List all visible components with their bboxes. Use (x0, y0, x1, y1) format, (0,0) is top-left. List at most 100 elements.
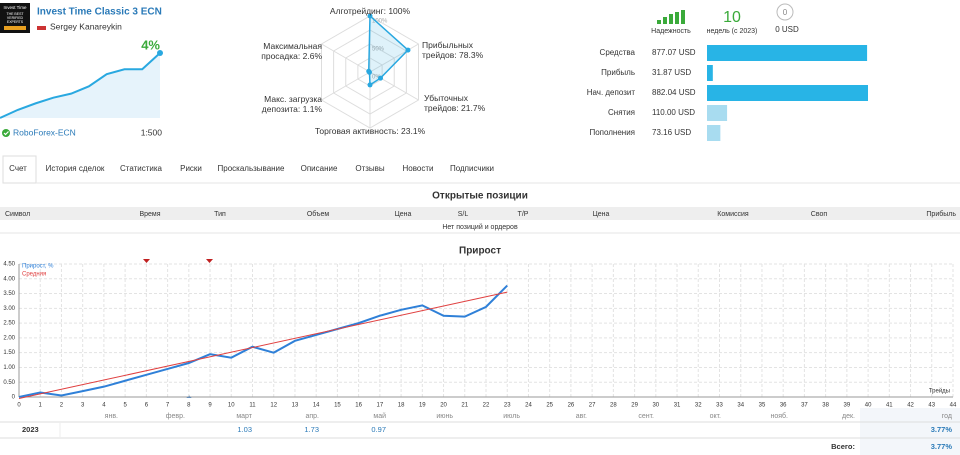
radar-point (366, 68, 372, 74)
x-tick-label: 0 (17, 403, 21, 409)
column-header: T/P (518, 211, 529, 218)
radar-spoke (369, 43, 419, 73)
column-header: Символ (5, 211, 30, 218)
x-tick-label: 24 (525, 403, 532, 409)
radar-axis-name: Максимальная просадка: (261, 41, 322, 61)
logo-stars (4, 26, 26, 30)
radar-point (367, 82, 373, 88)
tab[interactable]: Статистика (120, 164, 163, 173)
column-header: Цена (593, 211, 610, 218)
x-tick-label: 25 (546, 403, 553, 409)
growth: 4% (141, 37, 160, 52)
x-tick-label: 26 (568, 403, 575, 409)
total-label: Всего: (831, 442, 855, 451)
radar-label: Максимальная просадка: 2.6% (242, 41, 322, 61)
positions-header (0, 207, 960, 220)
legend-entry: Прирост, % (22, 264, 54, 270)
x-tick-label: 14 (313, 403, 320, 409)
server[interactable]: RoboForex-ECN (13, 127, 76, 137)
month-header: апр. (305, 413, 319, 420)
tab[interactable]: Новости (403, 164, 434, 173)
radar-spoke (321, 71, 371, 101)
x-tick-label: 32 (695, 403, 702, 409)
weeks-label: недель (с 2023) (707, 28, 758, 35)
x-tick-label: 20 (440, 403, 447, 409)
subscribers: 0 (783, 8, 788, 17)
tab[interactable]: Счет (9, 164, 27, 173)
y-tick-label: 4.00 (3, 276, 15, 282)
column-header: S/L (458, 211, 469, 218)
month-return: 0.97 (371, 425, 386, 434)
growth-end (157, 50, 163, 56)
x-tick-label: 42 (907, 403, 914, 409)
tab[interactable]: Подписчики (450, 164, 494, 173)
x-tick-label: 40 (865, 403, 872, 409)
radar-axis-value: 78.3% (459, 50, 484, 60)
x-tick-label: 13 (292, 403, 299, 409)
y-tick-label: 0.50 (3, 380, 15, 386)
account-label: Прибыль (601, 68, 635, 77)
subscribers-icon (776, 3, 794, 21)
x-tick-label: 36 (780, 403, 787, 409)
signal-title[interactable]: Invest Time Classic 3 ECN (37, 7, 162, 18)
radar-axis-value: 100% (388, 6, 411, 16)
author[interactable]: Sergey Kanareykin (50, 21, 122, 31)
tab[interactable]: Проскальзывание (218, 164, 286, 173)
x-tick-label: 3 (81, 403, 85, 409)
legend-entry: Средняя (22, 272, 46, 278)
account-label: Нач. депозит (587, 88, 636, 97)
radar-axis-name: Убыточных трейдов: (424, 93, 469, 113)
month-header: дек. (842, 413, 855, 420)
account-bar (707, 85, 868, 101)
radar-label: Алготрейдинг: 100% (300, 6, 440, 16)
x-tick-label: 39 (844, 403, 851, 409)
tab[interactable]: Описание (301, 164, 338, 173)
active-tab[interactable] (2, 155, 37, 184)
series-line (18, 291, 508, 399)
column-header: Своп (811, 211, 828, 218)
year-return: 3.77% (931, 425, 953, 434)
y-tick-label: 2.00 (3, 335, 15, 341)
total-column (860, 408, 960, 455)
radar-label: Торговая активность: 23.1% (300, 126, 440, 136)
account-bar (707, 45, 868, 61)
month-header: июль (503, 413, 520, 420)
series-line (18, 284, 508, 398)
month-return: 1.03 (237, 425, 252, 434)
x-tick-label: 34 (737, 403, 744, 409)
y-tick-label: 1.50 (3, 350, 15, 356)
radar-ring-label: 100% (372, 19, 388, 25)
account-value: 110.00 USD (652, 108, 695, 117)
x-tick-label: 15 (334, 403, 341, 409)
tab[interactable]: Риски (180, 164, 202, 173)
column-header: Прибыль (926, 210, 956, 218)
column-header: Цена (395, 211, 412, 218)
radar-point (405, 47, 411, 53)
tab[interactable]: История сделок (46, 164, 105, 173)
x-tick-label: 6 (145, 403, 149, 409)
growth-curve (0, 52, 161, 119)
y-tick-label: 1.00 (3, 365, 15, 371)
x-tick-label: 8 (187, 403, 191, 409)
x-tick-label: 35 (759, 403, 766, 409)
account-value: 882.04 USD (652, 88, 696, 97)
radar-axis-name: Торговая активность: (314, 126, 399, 136)
x-tick-label: 4 (102, 403, 106, 409)
y-tick-label: 3.50 (3, 291, 15, 297)
y-tick-label: 3.00 (3, 306, 15, 312)
x-tick-label: 44 (950, 403, 957, 409)
x-tick-label: 9 (208, 403, 212, 409)
logo-text: VERIFIED (7, 16, 24, 20)
month-header: май (373, 412, 386, 420)
y-tick-label: 4.50 (3, 262, 15, 268)
chart-title: Прирост (459, 246, 501, 257)
account-label: Пополнения (589, 128, 635, 137)
subscribers-funds: 0 USD (775, 25, 799, 34)
radar-axis-value: 21.7% (461, 103, 486, 113)
x-tick-label: 22 (483, 403, 490, 409)
radar-spoke (321, 43, 371, 73)
radar-ring-label: 50% (372, 47, 385, 53)
x-tick-label: 43 (928, 403, 935, 409)
account-bar (707, 105, 728, 121)
tab[interactable]: Отзывы (355, 164, 385, 173)
